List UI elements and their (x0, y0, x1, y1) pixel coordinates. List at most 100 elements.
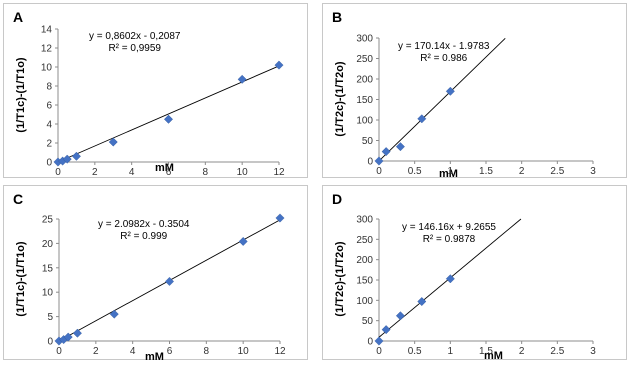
r-squared-text: R² = 0.999 (120, 231, 168, 242)
panel-label: C (13, 191, 24, 207)
y-tick-label: 2 (46, 139, 52, 150)
x-tick-label: 6 (166, 167, 172, 178)
y-tick-label: 6 (46, 101, 52, 112)
data-point (238, 236, 248, 246)
y-tick-label: 12 (41, 44, 53, 55)
trendline (378, 38, 506, 162)
data-point (63, 332, 73, 342)
x-tick-label: 4 (130, 346, 136, 357)
data-point (62, 154, 72, 164)
x-tick-label: 0.5 (408, 346, 422, 357)
data-point (417, 114, 427, 124)
y-tick-label: 300 (356, 34, 373, 45)
data-point (381, 325, 391, 335)
trendline-equation: y = 2.0982x - 0.3504 R² = 0.999 (98, 219, 189, 243)
chart-panel-c: C (1/T1c)-(1/T1o) mM y = 2.0982x - 0.350… (3, 185, 308, 363)
x-tick-label: 8 (203, 167, 209, 178)
y-tick-label: 300 (356, 215, 373, 226)
plot-svg: 0 5 10 15 20 25 0 2 4 6 8 10 12 (42, 213, 286, 357)
plot-svg: 0 50 100 150 200 250 300 0 0.5 1 1.5 2 2.5 3 (356, 215, 596, 358)
y-tick-label: 150 (356, 95, 373, 106)
y-tick-label: 0 (367, 337, 373, 348)
y-tick-label: 200 (356, 255, 373, 266)
x-tick-label: 2 (92, 167, 98, 178)
data-point (108, 137, 118, 147)
y-tick-label: 0 (47, 337, 53, 348)
equation-text: y = 0,8602x - 0,2087 (89, 31, 181, 42)
y-tick-label: 5 (47, 312, 53, 323)
trendline-equation: y = 170.14x - 1.9783 R² = 0.986 (398, 41, 489, 65)
equation-text: y = 146.16x + 9.2655 (402, 222, 496, 233)
y-tick-label: 10 (42, 288, 54, 299)
y-tick-label: 20 (42, 239, 54, 250)
y-tick-label: 100 (356, 296, 373, 307)
plot-svg: 0 2 4 6 8 10 12 14 0 2 4 6 8 10 12 (41, 25, 285, 179)
data-point (164, 114, 173, 124)
y-tick-label: 250 (356, 54, 373, 65)
data-point (71, 151, 81, 161)
data-point (395, 142, 405, 152)
y-tick-label: 50 (362, 316, 374, 327)
x-tick-label: 10 (237, 167, 249, 178)
x-tick-label: 12 (274, 346, 286, 357)
x-tick-label: 0 (56, 346, 62, 357)
trendline-equation: y = 146.16x + 9.2655 R² = 0.9878 (402, 222, 496, 246)
y-tick-label: 0 (46, 158, 52, 169)
equation-text: y = 2.0982x - 0.3504 (98, 219, 190, 230)
panel-label: B (332, 9, 343, 25)
x-tick-label: 1.5 (479, 346, 493, 357)
y-tick-label: 10 (41, 63, 53, 74)
plot-svg: 0 50 100 150 200 250 300 0 0.5 1 1.5 2 2.5 3 (356, 34, 596, 178)
data-point (374, 336, 384, 346)
data-point (275, 213, 285, 223)
y-tick-label: 0 (367, 157, 373, 168)
panel-label: D (332, 191, 343, 207)
data-point (165, 276, 174, 286)
x-axis-label: mM (484, 350, 503, 362)
x-tick-label: 12 (273, 167, 285, 178)
data-point (72, 328, 82, 338)
data-point (381, 147, 391, 157)
x-tick-label: 0 (376, 166, 382, 177)
r-squared-text: R² = 0.9878 (422, 234, 476, 245)
y-tick-label: 4 (46, 120, 52, 131)
x-tick-label: 0 (376, 346, 382, 357)
x-tick-label: 2 (519, 346, 525, 357)
data-point (445, 86, 455, 96)
r-squared-text: R² = 0,9959 (108, 43, 161, 54)
y-tick-label: 15 (42, 263, 54, 274)
x-tick-label: 3 (590, 346, 596, 357)
x-tick-label: 2.5 (550, 346, 564, 357)
x-tick-label: 8 (204, 346, 210, 357)
x-axis-label: mM (439, 168, 458, 180)
data-point (395, 311, 405, 321)
y-tick-label: 100 (356, 116, 373, 127)
equation-text: y = 170.14x - 1.9783 (398, 41, 490, 52)
trendline (57, 65, 280, 163)
x-tick-label: 0.5 (408, 166, 422, 177)
x-tick-label: 6 (167, 346, 173, 357)
x-tick-label: 1 (448, 346, 454, 357)
x-tick-label: 10 (238, 346, 250, 357)
chart-panel-d: D (1/T2c)-(1/T2o) mM y = 146.16x + 9.265… (322, 185, 627, 362)
trendline-equation: y = 0,8602x - 0,2087 R² = 0,9959 (89, 31, 180, 55)
x-tick-label: 1.5 (479, 166, 493, 177)
y-tick-label: 14 (41, 25, 53, 36)
chart-panel-a: A (1/T1c)-(1/T1o) mM y = 0,8602x - 0,208… (3, 3, 308, 178)
y-tick-label: 150 (356, 276, 373, 287)
x-tick-label: 3 (590, 166, 596, 177)
y-tick-label: 250 (356, 235, 373, 246)
data-point (109, 309, 119, 319)
y-tick-label: 50 (362, 136, 374, 147)
y-tick-label: 8 (46, 82, 52, 93)
chart-panel-b: B (1/T2c)-(1/T2o) mM y = 170.14x - 1.978… (322, 3, 627, 180)
x-tick-label: 2 (519, 166, 525, 177)
panel-label: A (13, 9, 24, 25)
r-squared-text: R² = 0.986 (420, 53, 468, 64)
x-axis-label: mM (145, 351, 164, 363)
y-tick-label: 200 (356, 75, 373, 86)
data-point (374, 156, 384, 166)
data-point (417, 297, 427, 307)
x-tick-label: 1 (448, 166, 454, 177)
x-tick-label: 0 (55, 167, 61, 178)
